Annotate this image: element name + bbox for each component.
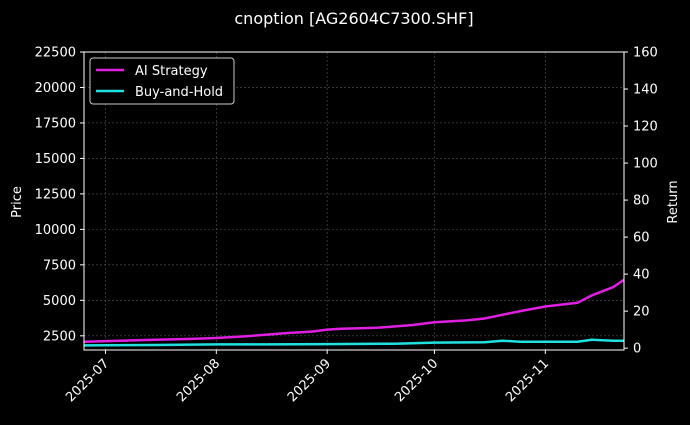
legend-label-ai-strategy: AI Strategy bbox=[135, 64, 208, 79]
x-tick-label: 2025-09 bbox=[285, 356, 334, 405]
y-right-tick-label: 100 bbox=[633, 157, 658, 172]
series-line-ai-strategy bbox=[83, 278, 625, 343]
legend-label-buy-and-hold: Buy-and-Hold bbox=[135, 85, 223, 100]
y-left-tick-label: 17500 bbox=[35, 116, 76, 131]
y-left-tick-label: 2500 bbox=[43, 329, 76, 344]
y-right-tick-label: 160 bbox=[633, 46, 658, 61]
series-layer bbox=[83, 278, 625, 347]
legend: AI Strategy Buy-and-Hold bbox=[89, 57, 235, 105]
y-right-tick-label: 140 bbox=[633, 83, 658, 98]
y-left-tick-label: 20000 bbox=[35, 81, 76, 96]
x-tick-label: 2025-11 bbox=[503, 356, 552, 405]
y-left-tick-label: 15000 bbox=[35, 152, 76, 167]
y-right-tick-label: 60 bbox=[633, 231, 650, 246]
y-left-label: Price bbox=[10, 186, 25, 218]
y-left-tick-label: 10000 bbox=[35, 223, 76, 238]
chart-title: cnoption [AG2604C7300.SHF] bbox=[234, 9, 473, 28]
y-left-tick-label: 5000 bbox=[43, 294, 76, 309]
y-left-tick-label: 22500 bbox=[35, 46, 76, 61]
legend-box bbox=[89, 57, 235, 105]
y-left-tick-label: 12500 bbox=[35, 187, 76, 202]
y-left-tick-label: 7500 bbox=[43, 258, 76, 273]
y-right-tick-label: 120 bbox=[633, 120, 658, 135]
y-right-tick-label: 20 bbox=[633, 305, 650, 320]
x-tick-label: 2025-10 bbox=[392, 356, 441, 405]
x-tick-label: 2025-07 bbox=[63, 356, 112, 405]
series-line-buy-and-hold bbox=[83, 338, 624, 347]
x-tick-label: 2025-08 bbox=[174, 356, 223, 405]
y-right-tick-label: 80 bbox=[633, 194, 650, 209]
y-right-tick-label: 0 bbox=[633, 342, 641, 357]
y-right-label: Return bbox=[666, 180, 681, 223]
y-right-tick-label: 40 bbox=[633, 268, 650, 283]
plot-frame bbox=[83, 51, 625, 351]
